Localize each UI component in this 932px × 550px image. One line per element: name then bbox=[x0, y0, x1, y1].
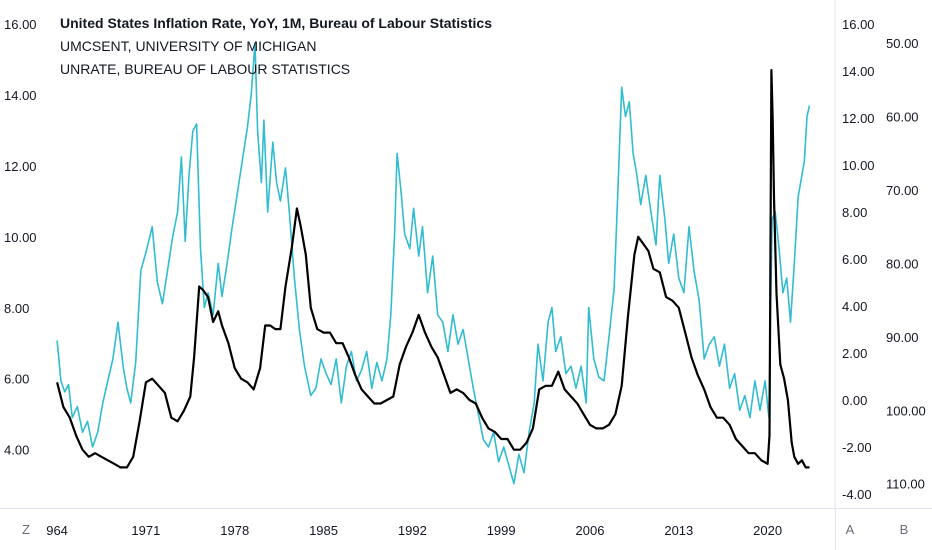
axis-a-tick: 14.00 bbox=[842, 64, 875, 79]
price-axis-separator bbox=[835, 508, 836, 550]
chart-axes: 4.00 6.00 8.00 10.00 12.00 14.00 16.00 -4.00 -2.… bbox=[4, 17, 926, 538]
x-axis-tick: 2013 bbox=[664, 523, 693, 538]
umcsent-series-line bbox=[56, 42, 811, 485]
x-axis-tick: 2006 bbox=[576, 523, 605, 538]
left-axis-tick: 6.00 bbox=[4, 372, 29, 387]
axis-b-tick: 50.00 bbox=[886, 36, 919, 51]
axis-a-tick: 10.00 bbox=[842, 158, 875, 173]
axis-b-tick: 80.00 bbox=[886, 256, 919, 271]
zoom-reset-button[interactable]: Z bbox=[22, 521, 30, 537]
axis-a-toggle[interactable]: A bbox=[845, 521, 855, 537]
chart-series bbox=[56, 42, 811, 485]
left-axis-tick: 10.00 bbox=[4, 230, 37, 245]
x-axis-tick: 1978 bbox=[220, 523, 249, 538]
axis-a-tick: -4.00 bbox=[842, 487, 872, 502]
axis-a-tick: 16.00 bbox=[842, 17, 875, 32]
axis-a-tick: -2.00 bbox=[842, 440, 872, 455]
axis-a-tick: 12.00 bbox=[842, 111, 875, 126]
legend-umcsent: UMCSENT, UNIVERSITY OF MICHIGAN bbox=[60, 38, 317, 54]
x-axis-tick: 2020 bbox=[753, 523, 782, 538]
axis-a-tick: 0.00 bbox=[842, 393, 867, 408]
x-axis-tick: 1971 bbox=[131, 523, 160, 538]
axis-b-tick: 60.00 bbox=[886, 110, 919, 125]
axis-a-tick: 8.00 bbox=[842, 205, 867, 220]
x-axis-separator bbox=[0, 508, 932, 509]
left-axis-tick: 16.00 bbox=[4, 17, 37, 32]
axis-b-toggle[interactable]: B bbox=[899, 521, 909, 537]
axis-a-tick: 2.00 bbox=[842, 346, 867, 361]
x-axis-tick: 1992 bbox=[398, 523, 427, 538]
axis-b-tick: 100.00 bbox=[886, 403, 926, 418]
legend-title: United States Inflation Rate, YoY, 1M, B… bbox=[60, 15, 492, 31]
left-axis-tick: 12.00 bbox=[4, 159, 37, 174]
axis-b-tick: 110.00 bbox=[886, 477, 925, 492]
left-axis-tick: 8.00 bbox=[4, 301, 29, 316]
axis-a-tick: 6.00 bbox=[842, 252, 867, 267]
chart-legend: United States Inflation Rate, YoY, 1M, B… bbox=[60, 12, 492, 81]
legend-unrate: UNRATE, BUREAU OF LABOUR STATISTICS bbox=[60, 61, 351, 77]
axis-a-tick: 4.00 bbox=[842, 299, 867, 314]
unrate-series-line bbox=[56, 69, 810, 469]
axis-b-tick: 70.00 bbox=[886, 183, 919, 198]
left-axis-tick: 14.00 bbox=[4, 88, 37, 103]
x-axis-tick: 964 bbox=[46, 523, 68, 538]
x-axis-tick: 1985 bbox=[309, 523, 338, 538]
axis-b-tick: 90.00 bbox=[886, 330, 919, 345]
left-axis-tick: 4.00 bbox=[4, 443, 29, 458]
x-axis-tick: 1999 bbox=[487, 523, 516, 538]
